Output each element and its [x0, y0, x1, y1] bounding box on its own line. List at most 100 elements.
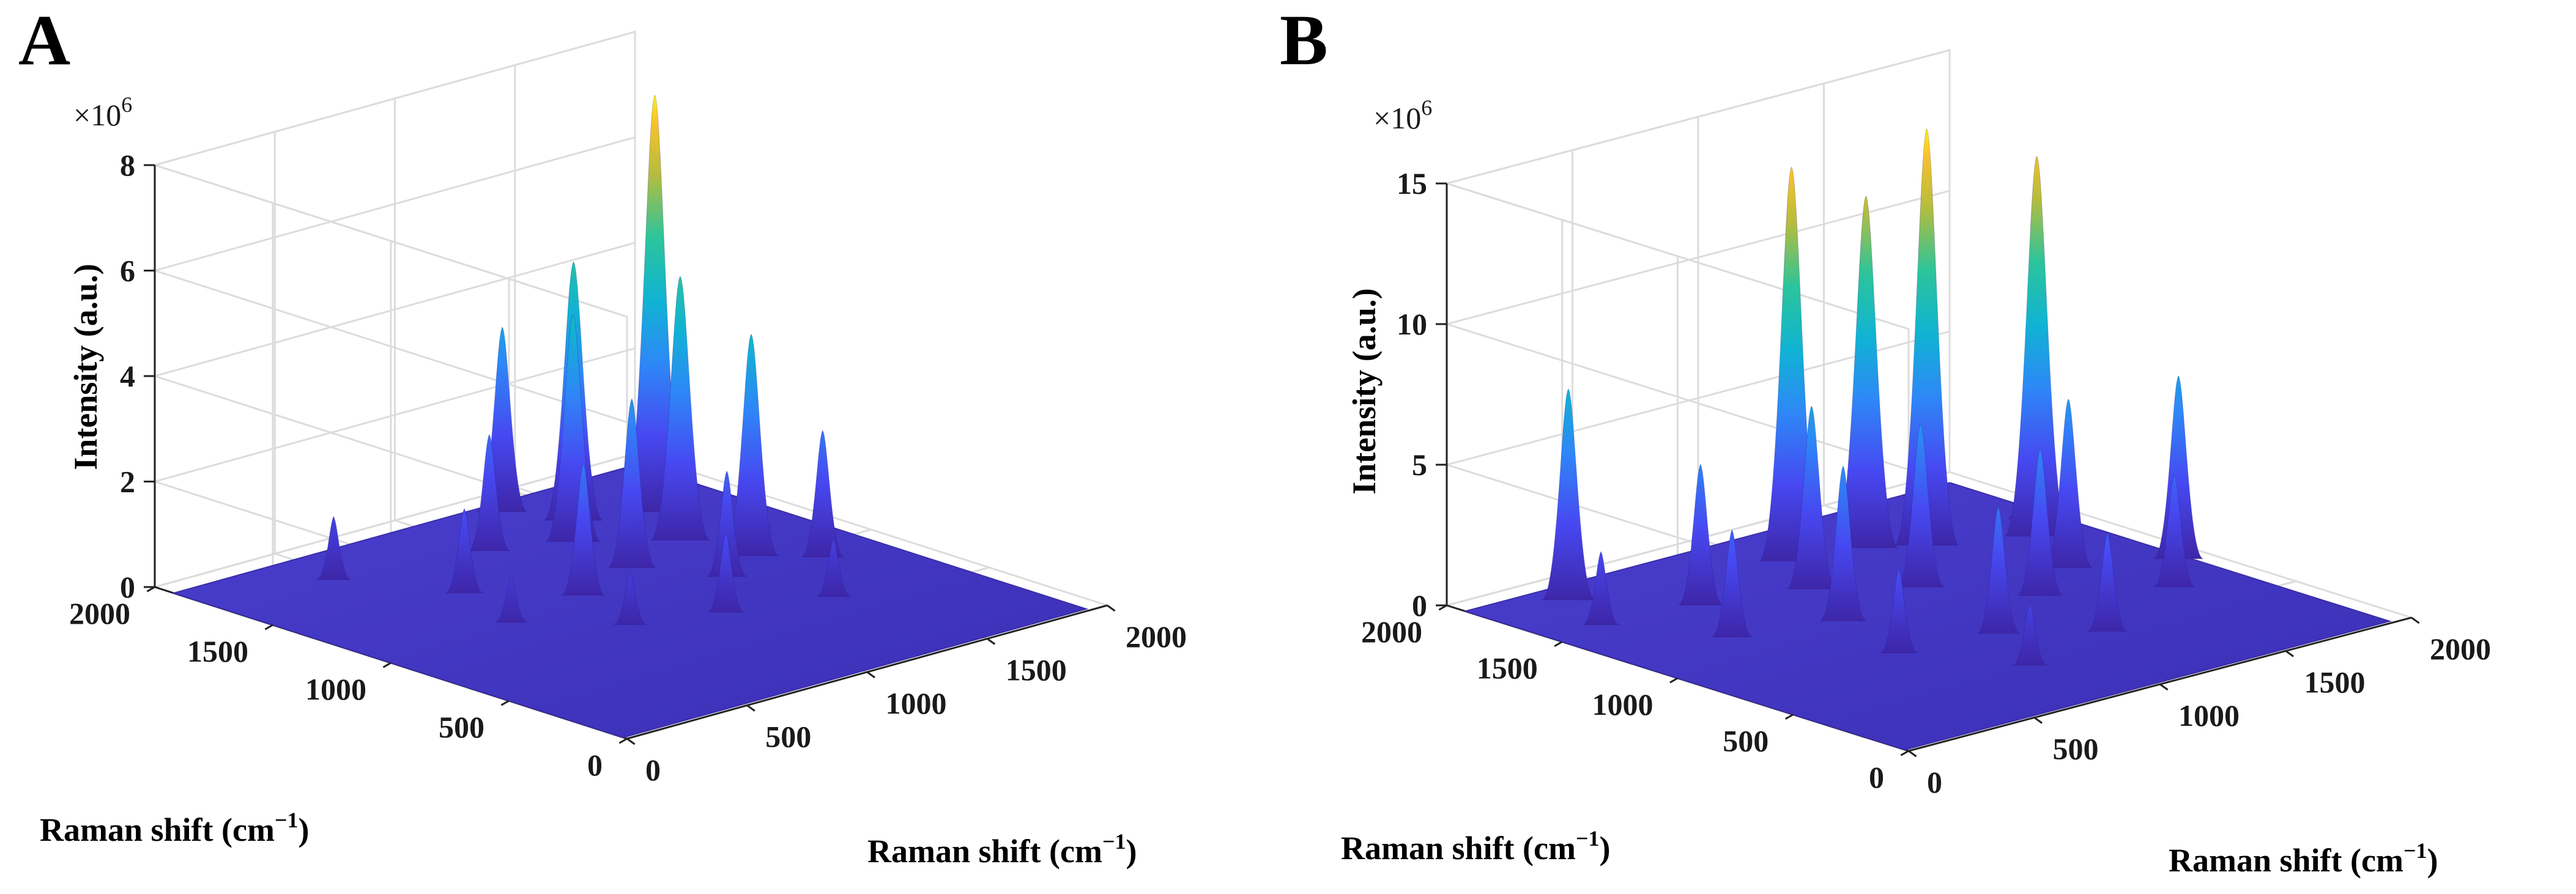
- x-tick-mark: [986, 638, 996, 645]
- panel-a-x-ticks: 0 500 1000 1500 2000: [626, 604, 1187, 787]
- x-tick-label: 2000: [2430, 632, 2491, 666]
- surface-peak: [1678, 464, 1723, 606]
- surface-peak: [316, 515, 352, 580]
- x-tick-label: 1000: [886, 686, 947, 720]
- x-tick-label: 0: [1927, 765, 1942, 799]
- surface-peak: [707, 470, 748, 577]
- surface-peak: [494, 574, 528, 623]
- z-tick-label: 5: [1412, 448, 1427, 482]
- surface-peak: [1833, 196, 1899, 549]
- surface-peak: [1583, 551, 1619, 626]
- panel-a-z-ticks: 0 2 4 6 8: [120, 148, 155, 604]
- z-tick-label: 10: [1397, 307, 1427, 341]
- y-tick-label: 0: [1869, 760, 1884, 794]
- surface-floor: [1463, 482, 2392, 751]
- z-tick-label: 8: [120, 148, 135, 182]
- surface-peak: [445, 508, 483, 594]
- surface-peak: [1977, 506, 2020, 634]
- surface-peak: [2153, 473, 2196, 587]
- x-tick-label: 1500: [2304, 665, 2366, 700]
- surface-peak: [1880, 567, 1918, 654]
- surface-peak: [1712, 529, 1753, 638]
- surface-peak: [801, 430, 845, 558]
- x-tick-label: 500: [765, 720, 811, 754]
- y-tick-label: 500: [439, 710, 484, 744]
- z-tick-label: 4: [120, 359, 135, 393]
- y-tick-mark: [382, 662, 392, 668]
- surface-peak: [816, 538, 851, 597]
- y-tick-label: 1000: [1592, 687, 1654, 722]
- x-tick-mark: [2411, 616, 2420, 624]
- surface-peak: [1542, 388, 1595, 600]
- surface-peak: [2087, 532, 2128, 632]
- panel-b-surface: [1463, 128, 2392, 751]
- x-tick-label: 1500: [1006, 653, 1067, 687]
- panel-b-x-axis-title: Raman shift (cm−1): [2169, 838, 2438, 879]
- panel-b-z-ticks: 0 5 10 15: [1397, 166, 1447, 622]
- x-tick-label: 500: [2053, 732, 2099, 766]
- y-tick-mark: [500, 700, 510, 706]
- y-tick-mark: [618, 737, 628, 744]
- surface-peak: [2012, 602, 2047, 666]
- y-tick-label: 1500: [1477, 651, 1538, 685]
- surface-peak: [724, 333, 779, 556]
- z-tick-label: 0: [1412, 588, 1427, 622]
- surface-peak: [613, 571, 647, 626]
- surface-peak: [1894, 128, 1959, 545]
- panel-a-label: A: [18, 0, 70, 80]
- panel-a-x-axis-title: Raman shift (cm−1): [867, 829, 1137, 870]
- surface-peak: [561, 463, 606, 596]
- panel-b-x-ticks: 0 500 1000 1500 2000: [1908, 616, 2491, 799]
- x-tick-mark: [626, 737, 636, 745]
- y-tick-mark: [1900, 750, 1909, 756]
- y-tick-label: 1500: [187, 634, 248, 668]
- y-tick-label: 2000: [69, 596, 130, 630]
- y-tick-label: 0: [587, 748, 603, 782]
- grid-line: [154, 453, 636, 588]
- x-tick-mark: [1908, 750, 1917, 758]
- x-tick-mark: [2033, 717, 2043, 724]
- surface-peak: [2044, 398, 2093, 569]
- panel-a-multiplier: ×106: [73, 92, 132, 132]
- y-tick-mark: [264, 624, 273, 630]
- y-tick-label: 2000: [1361, 615, 1422, 649]
- panel-b-z-axis-title: Intensity (a.u.): [1346, 288, 1383, 495]
- x-tick-mark: [2285, 650, 2294, 657]
- panel-a-y-ticks: 0 500 1000 1500 2000: [69, 586, 628, 782]
- x-tick-mark: [746, 704, 755, 712]
- z-tick-label: 15: [1397, 166, 1427, 201]
- surface-peak: [2004, 155, 2069, 537]
- surface-peak: [1786, 405, 1837, 589]
- z-tick-label: 0: [120, 570, 135, 604]
- x-tick-mark: [1107, 604, 1116, 612]
- z-tick-label: 2: [120, 465, 135, 499]
- surface-peak: [1819, 465, 1867, 621]
- x-tick-label: 2000: [1126, 619, 1187, 654]
- y-tick-mark: [1669, 677, 1679, 684]
- surface-peak: [2153, 375, 2204, 560]
- surface-peak: [607, 398, 656, 568]
- z-tick-label: 6: [120, 254, 135, 288]
- panel-b-y-ticks: 0 500 1000 1500 2000: [1361, 604, 1909, 794]
- x-tick-mark: [2159, 683, 2169, 691]
- surface-peak: [650, 276, 711, 541]
- panel-b-multiplier: ×106: [1373, 95, 1432, 135]
- panel-b: B 0 500 1000 1500 2000 0 500 1000 1500 2000 0 5 10…: [1280, 0, 2491, 879]
- y-tick-label: 1000: [305, 672, 366, 706]
- panel-a-z-axis-title: Intensity (a.u.): [67, 264, 104, 470]
- y-tick-mark: [1554, 641, 1563, 648]
- surface-peak: [707, 532, 744, 613]
- x-tick-mark: [866, 671, 875, 679]
- panel-b-label: B: [1280, 0, 1328, 80]
- x-tick-label: 1000: [2178, 698, 2240, 733]
- y-tick-mark: [1784, 714, 1794, 720]
- surface-peak: [1896, 423, 1945, 588]
- y-tick-label: 500: [1723, 724, 1769, 758]
- panel-b-y-axis-title: Raman shift (cm−1): [1341, 826, 1610, 866]
- surface-peak: [2017, 448, 2063, 596]
- panel-a-surface: [171, 94, 1089, 739]
- panel-a: A 0 500 1000 1500 2000 0 500 1000 1500 2000 0 2 4 6…: [18, 0, 1187, 870]
- panel-a-y-axis-title: Raman shift (cm−1): [40, 808, 309, 848]
- x-tick-label: 0: [645, 753, 661, 787]
